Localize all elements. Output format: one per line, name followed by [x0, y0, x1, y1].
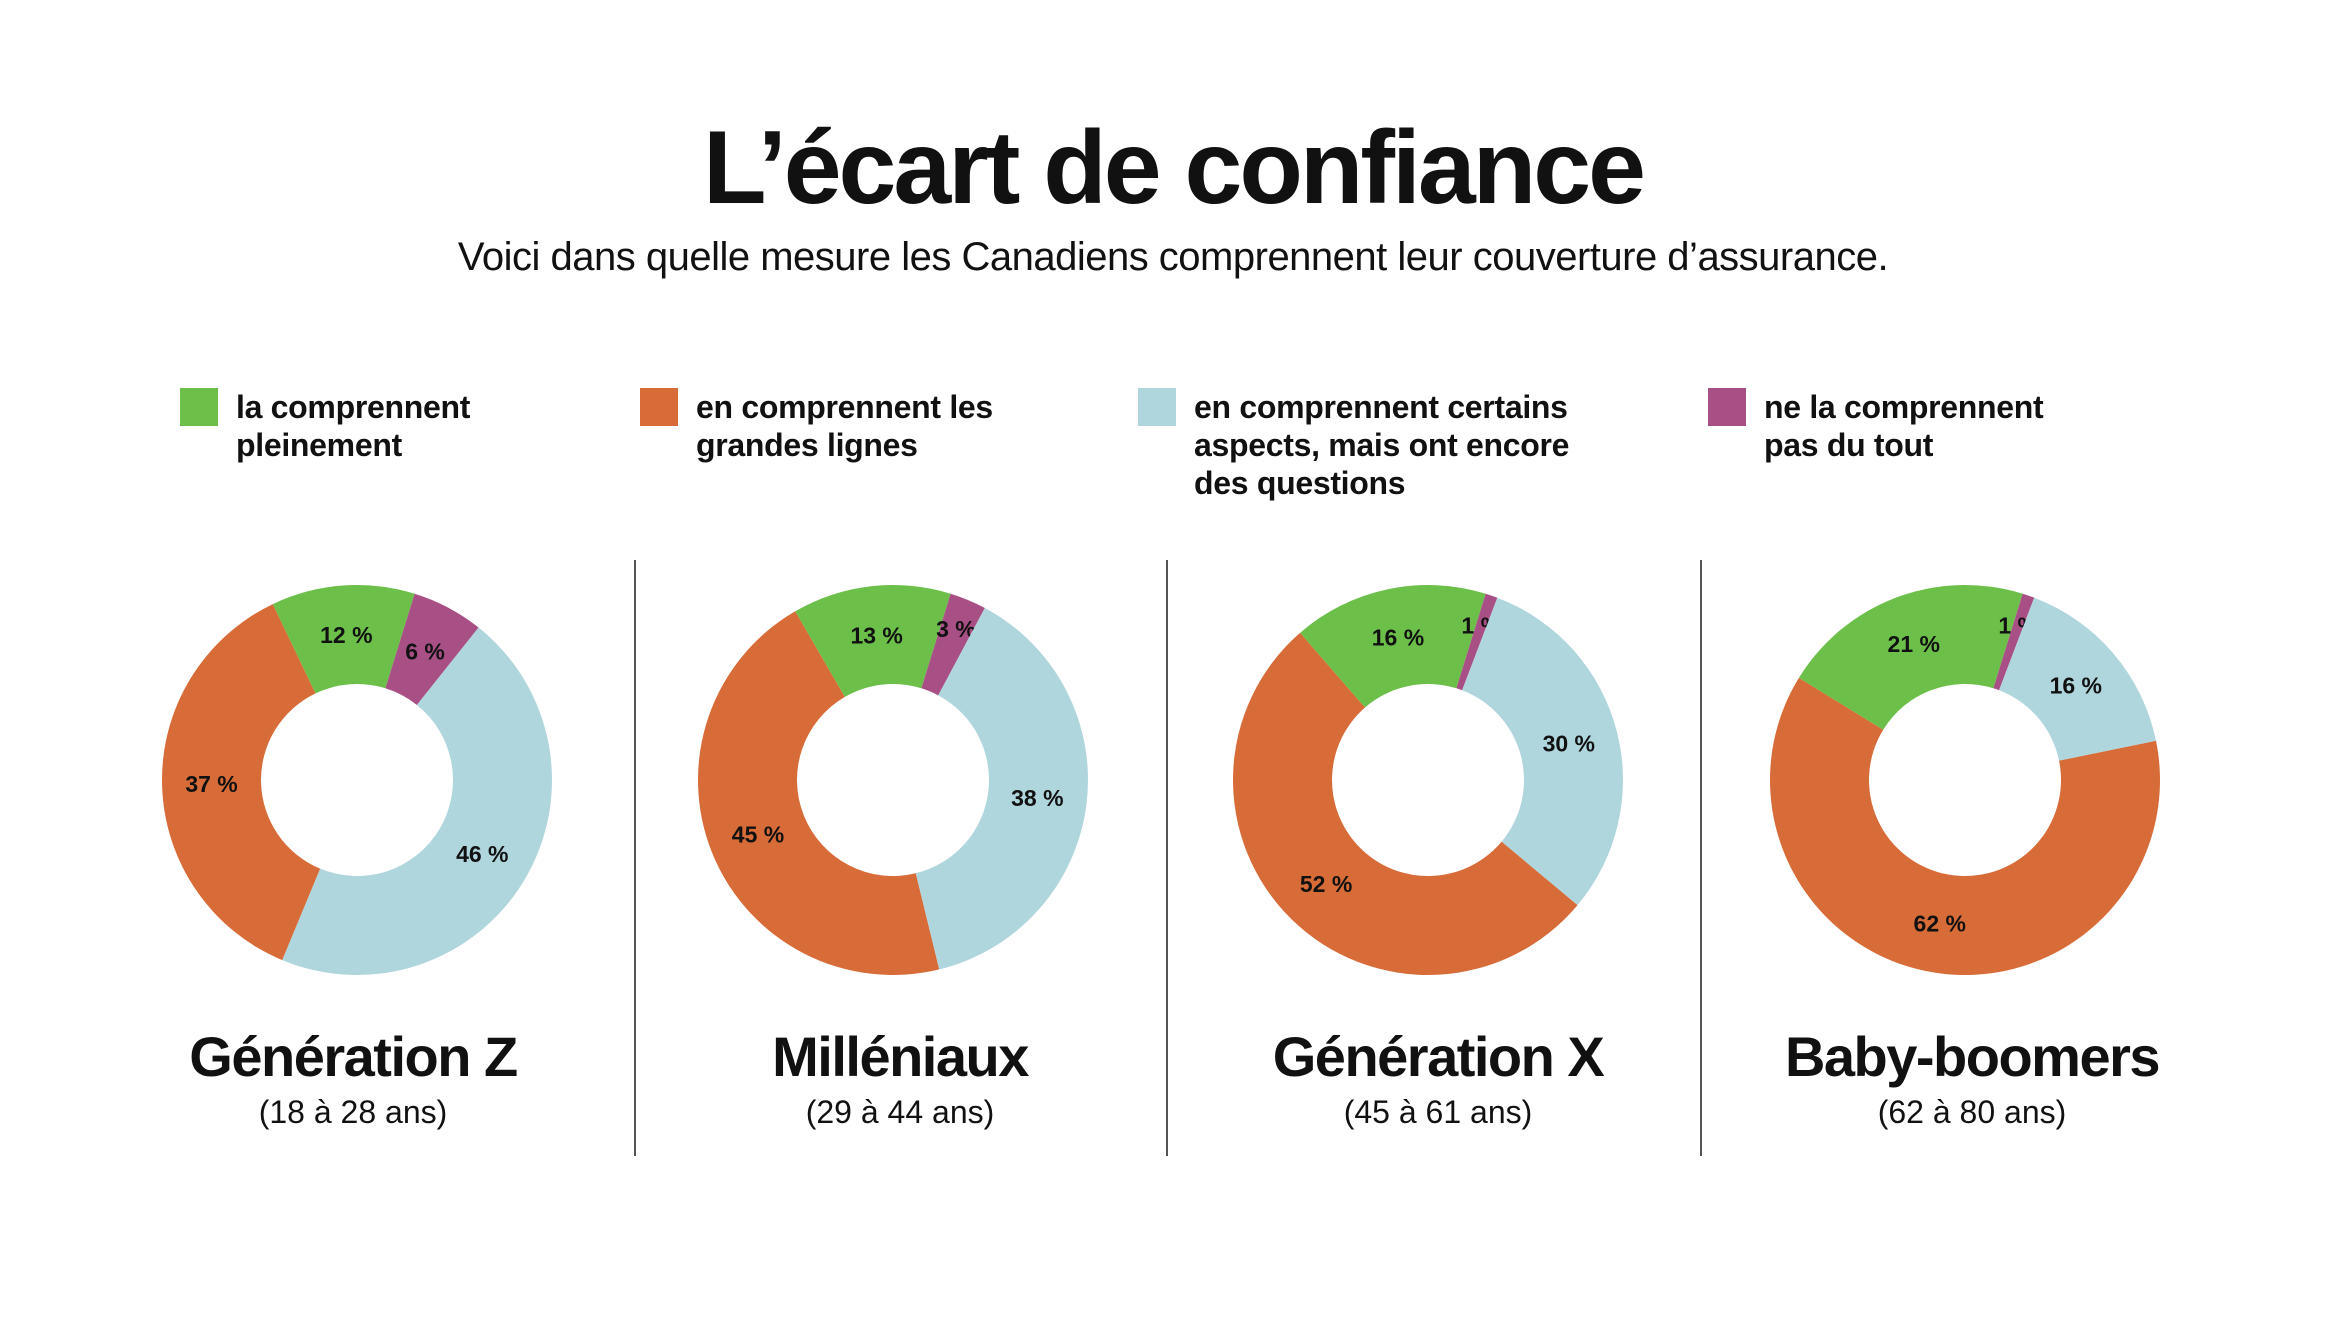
- donut-slice-full: [1300, 585, 1486, 708]
- legend-swatch-general: [640, 388, 678, 426]
- donut-slice-full: [272, 585, 415, 694]
- chart-name-gen-x: Génération X: [1272, 1025, 1605, 1088]
- data-label-partial: 16 %: [2050, 673, 2102, 699]
- chart-age-range-gen-z: (18 à 28 ans): [258, 1094, 448, 1130]
- donut-slice-partial: [1462, 597, 1624, 906]
- chart-age-range-boomers: (62 à 80 ans): [1877, 1094, 2067, 1130]
- column-divider: [1166, 560, 1168, 1156]
- chart-subtitle: Voici dans quelle mesure les Canadiens c…: [457, 235, 1889, 279]
- donut-chart: 37 % 12 % 6 % 46 %: [161, 585, 553, 976]
- legend-label-general: en comprennent les grandes lignes: [696, 389, 993, 463]
- donut-slice-none: [1993, 593, 2035, 691]
- donut-slice-general: [161, 604, 321, 961]
- chart-name-millennials: Milléniaux: [772, 1025, 1029, 1088]
- data-label-partial: 30 %: [1543, 730, 1595, 756]
- legend-swatch-none: [1708, 388, 1746, 426]
- data-label-full: 21 %: [1888, 631, 1940, 657]
- legend-item-partial: en comprennent certains aspects, mais on…: [1138, 388, 1569, 502]
- donut-slice-partial: [915, 607, 1088, 970]
- data-label-full: 16 %: [1372, 625, 1424, 651]
- donut-chart: 45 %13 % 3 %38 %: [698, 585, 1088, 975]
- donut-slice-none: [1456, 593, 1498, 691]
- data-label-full: 12 %: [320, 622, 372, 648]
- donut-chart: 52 %16 % 1 %30 %: [1233, 585, 1624, 975]
- column-divider: [1700, 560, 1702, 1156]
- donut-slice-none: [921, 593, 985, 696]
- donut-slice-full: [795, 585, 951, 697]
- data-label-general: 62 %: [1914, 910, 1966, 936]
- donut-slice-partial: [1999, 597, 2157, 761]
- legend-item-full: la comprennent pleinement: [180, 388, 470, 464]
- legend-swatch-full: [180, 388, 218, 426]
- donut-slice-general: [1233, 632, 1578, 975]
- chart-name-boomers: Baby-boomers: [1784, 1025, 2161, 1088]
- data-label-general: 52 %: [1300, 871, 1352, 897]
- chart-age-range-millennials: (29 à 44 ans): [805, 1094, 995, 1130]
- donut-chart: 62 %21 %1 %16 %: [1770, 585, 2160, 975]
- data-label-full: 13 %: [850, 622, 902, 648]
- legend-item-none: ne la comprennent pas du tout: [1708, 388, 2044, 464]
- donut-slice-general: [1770, 677, 2160, 975]
- data-label-general: 37 %: [185, 771, 237, 797]
- legend-label-partial: en comprennent certains aspects, mais on…: [1194, 389, 1570, 501]
- chart-title: L’écart de confiance: [703, 110, 1646, 226]
- data-label-partial: 46 %: [456, 841, 508, 867]
- data-label-none: 6 %: [405, 638, 445, 664]
- legend-label-full: la comprennent pleinement: [236, 389, 471, 463]
- legend-item-general: en comprennent les grandes lignes: [640, 388, 993, 464]
- chart-name-gen-z: Génération Z: [189, 1025, 518, 1088]
- donut-slice-full: [1798, 585, 2023, 730]
- chart-age-range-gen-x: (45 à 61 ans): [1343, 1094, 1533, 1130]
- data-label-partial: 38 %: [1011, 785, 1063, 811]
- legend-label-none: ne la comprennent pas du tout: [1764, 389, 2044, 463]
- donut-slice-none: [385, 593, 479, 705]
- data-label-general: 45 %: [732, 821, 784, 847]
- column-divider: [634, 560, 636, 1156]
- legend-swatch-partial: [1138, 388, 1176, 426]
- donut-slice-general: [698, 611, 940, 975]
- donut-slice-partial: [282, 627, 553, 976]
